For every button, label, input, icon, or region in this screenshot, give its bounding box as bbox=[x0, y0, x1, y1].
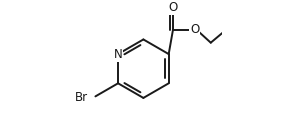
Text: Br: Br bbox=[75, 91, 89, 104]
Text: N: N bbox=[114, 48, 123, 61]
Text: O: O bbox=[168, 1, 178, 14]
Text: O: O bbox=[190, 23, 200, 36]
